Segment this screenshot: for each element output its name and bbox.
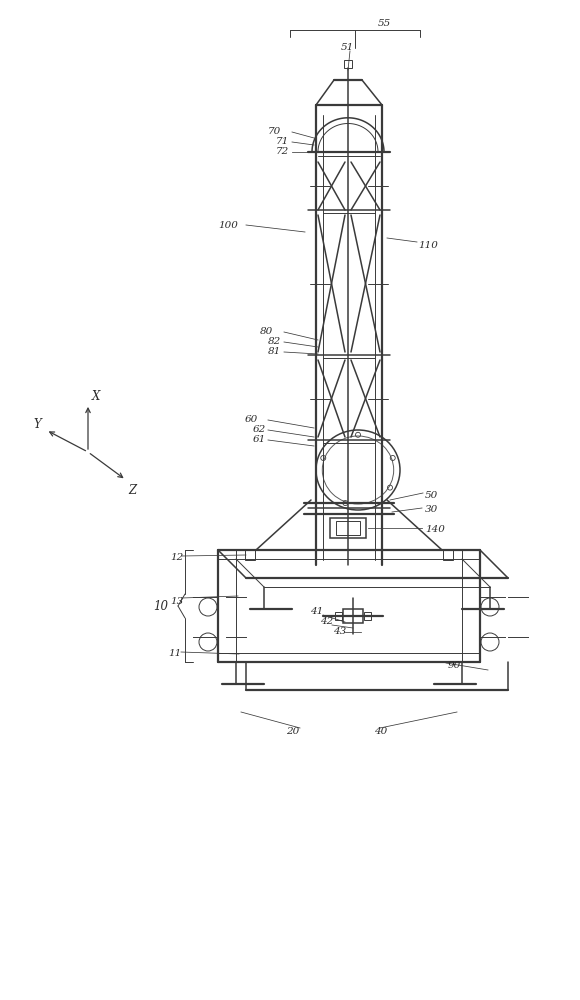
Text: 50: 50 <box>425 490 438 499</box>
Bar <box>335 612 342 620</box>
Text: 72: 72 <box>276 147 289 156</box>
Text: X: X <box>92 389 100 402</box>
Bar <box>343 609 363 623</box>
Text: 82: 82 <box>268 338 281 347</box>
Bar <box>364 612 371 620</box>
Bar <box>344 60 352 68</box>
Text: Z: Z <box>128 484 136 496</box>
Text: 10: 10 <box>153 599 168 612</box>
Bar <box>330 518 366 538</box>
Text: 12: 12 <box>170 554 183 562</box>
Text: 40: 40 <box>374 728 387 736</box>
Text: 55: 55 <box>378 19 392 28</box>
Text: 41: 41 <box>310 607 323 616</box>
Text: 20: 20 <box>286 728 299 736</box>
Text: 90: 90 <box>448 660 461 670</box>
Text: 11: 11 <box>168 650 181 658</box>
Text: 110: 110 <box>418 240 438 249</box>
Text: 70: 70 <box>268 127 281 136</box>
Text: 43: 43 <box>333 628 346 637</box>
Text: 13: 13 <box>170 596 183 605</box>
Text: 62: 62 <box>253 426 266 434</box>
Text: 71: 71 <box>276 137 289 146</box>
Text: 140: 140 <box>425 526 445 534</box>
Text: 100: 100 <box>218 221 238 230</box>
Text: 30: 30 <box>425 506 438 514</box>
Bar <box>336 521 360 535</box>
Text: 61: 61 <box>253 436 266 444</box>
Text: 60: 60 <box>245 416 258 424</box>
Text: 51: 51 <box>341 43 354 52</box>
Text: 81: 81 <box>268 348 281 357</box>
Text: 42: 42 <box>320 617 334 626</box>
Text: Y: Y <box>33 418 41 430</box>
Text: 80: 80 <box>260 328 273 336</box>
Bar <box>245 550 255 560</box>
Bar <box>443 550 453 560</box>
